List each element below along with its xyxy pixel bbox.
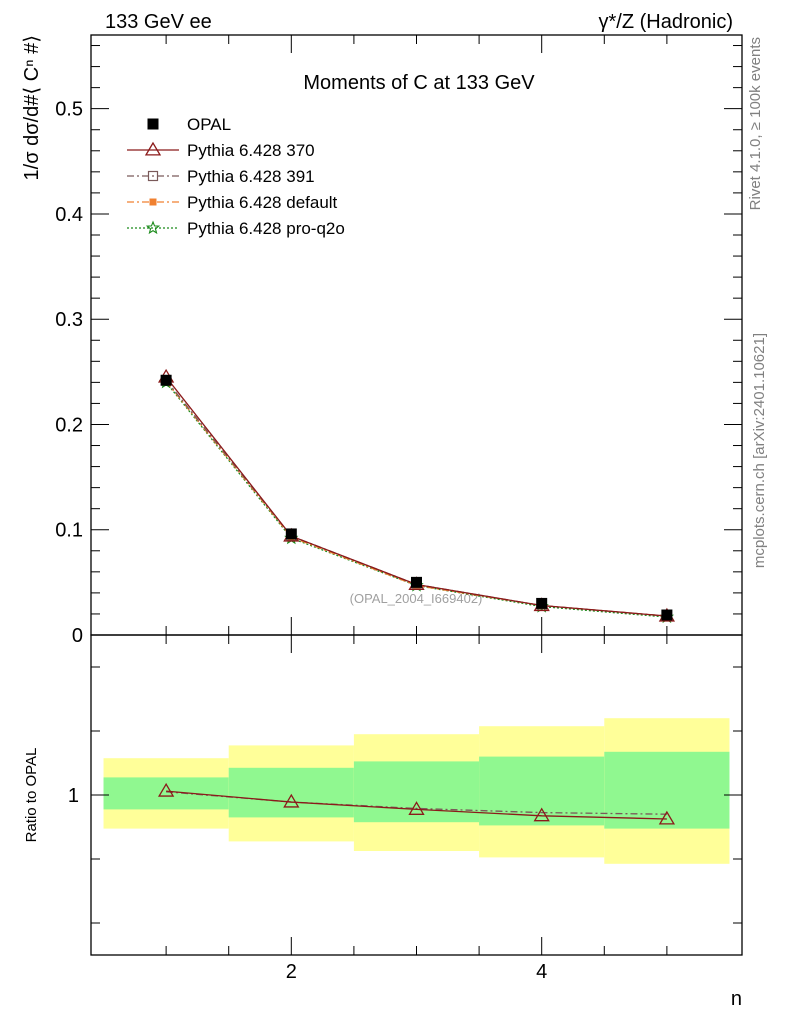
band-inner-2 <box>228 767 354 818</box>
chart-title: Moments of C at 133 GeV <box>303 72 535 94</box>
ratio-line-p370 <box>166 790 667 820</box>
band-inner-4 <box>479 756 605 826</box>
ratio-series-layer <box>157 782 676 825</box>
main-point-opal-1 <box>160 374 172 386</box>
main-ytick-label-3: 0.2 <box>55 414 83 436</box>
ratio-point-p370-2 <box>283 793 300 808</box>
legend-entry-opal: OPAL <box>147 115 231 134</box>
main-ytick-label-6: 0.5 <box>55 99 83 121</box>
ratio-line-p391 <box>166 791 667 815</box>
main-point-opal-4 <box>536 597 548 609</box>
legend-marker-opal <box>147 118 159 130</box>
axis-ticks: 0 0.1 0.2 0.3 0.4 0.5 2 4 1 <box>55 35 742 983</box>
main-ytick-label-4: 0.3 <box>55 309 83 331</box>
main-point-opal-2 <box>285 528 297 540</box>
band-inner-3 <box>353 761 480 823</box>
ratio-point-p370-4 <box>533 807 550 822</box>
main-series-layer <box>157 368 676 624</box>
ratio-point-p370-3 <box>408 801 425 815</box>
legend: OPAL Pythia 6.428 370 Pythia 6.428 391 Pyth… <box>127 115 345 238</box>
ratio-y-axis-label: Ratio to OPAL <box>23 748 40 843</box>
ratio-point-p370-1 <box>157 782 175 797</box>
watermark: (OPAL_2004_I669402) <box>350 591 483 606</box>
header-left: 133 GeV ee <box>105 11 212 33</box>
mcplots-label: mcplots.cern.ch [arXiv:2401.10621] <box>751 333 768 568</box>
legend-label-pdefault: Pythia 6.428 default <box>187 193 338 212</box>
main-ytick-label-1: 0 <box>72 625 83 647</box>
xtick-label-1: 2 <box>286 961 297 983</box>
rivet-label: Rivet 4.1.0, ≥ 100k events <box>747 37 764 210</box>
legend-label-p391: Pythia 6.428 391 <box>187 167 315 186</box>
band-inner-1 <box>103 777 229 810</box>
legend-entry-pdefault: Pythia 6.428 default <box>127 193 338 212</box>
main-ytick-label-5: 0.4 <box>55 204 83 226</box>
legend-marker-pdefault <box>149 198 157 206</box>
legend-marker-p370 <box>144 141 162 156</box>
ratio-point-p370-5 <box>658 810 676 825</box>
ratio-bands <box>103 718 730 864</box>
legend-label-pq2o: Pythia 6.428 pro-q2o <box>187 219 345 238</box>
main-point-opal-3 <box>411 576 422 588</box>
legend-label-opal: OPAL <box>187 115 231 134</box>
legend-label-p370: Pythia 6.428 370 <box>187 141 315 160</box>
legend-entry-p391: Pythia 6.428 391 <box>127 167 315 186</box>
ratio-ytick-label-1: 1 <box>68 785 79 807</box>
y-axis-label: 1/σ dσ/d#⟨ Cⁿ #⟩ <box>21 35 43 180</box>
legend-entry-p370: Pythia 6.428 370 <box>127 141 315 160</box>
main-point-opal-5 <box>661 609 673 621</box>
main-ytick-label-2: 0.1 <box>55 520 83 542</box>
band-inner-5 <box>604 751 730 829</box>
header-right: γ*/Z (Hadronic) <box>599 11 733 33</box>
legend-marker-p391 <box>147 170 159 182</box>
legend-marker-pq2o <box>145 220 161 235</box>
x-axis-label: n <box>731 988 742 1010</box>
xtick-label-2: 4 <box>536 961 547 983</box>
legend-entry-pq2o: Pythia 6.428 pro-q2o <box>127 219 345 238</box>
